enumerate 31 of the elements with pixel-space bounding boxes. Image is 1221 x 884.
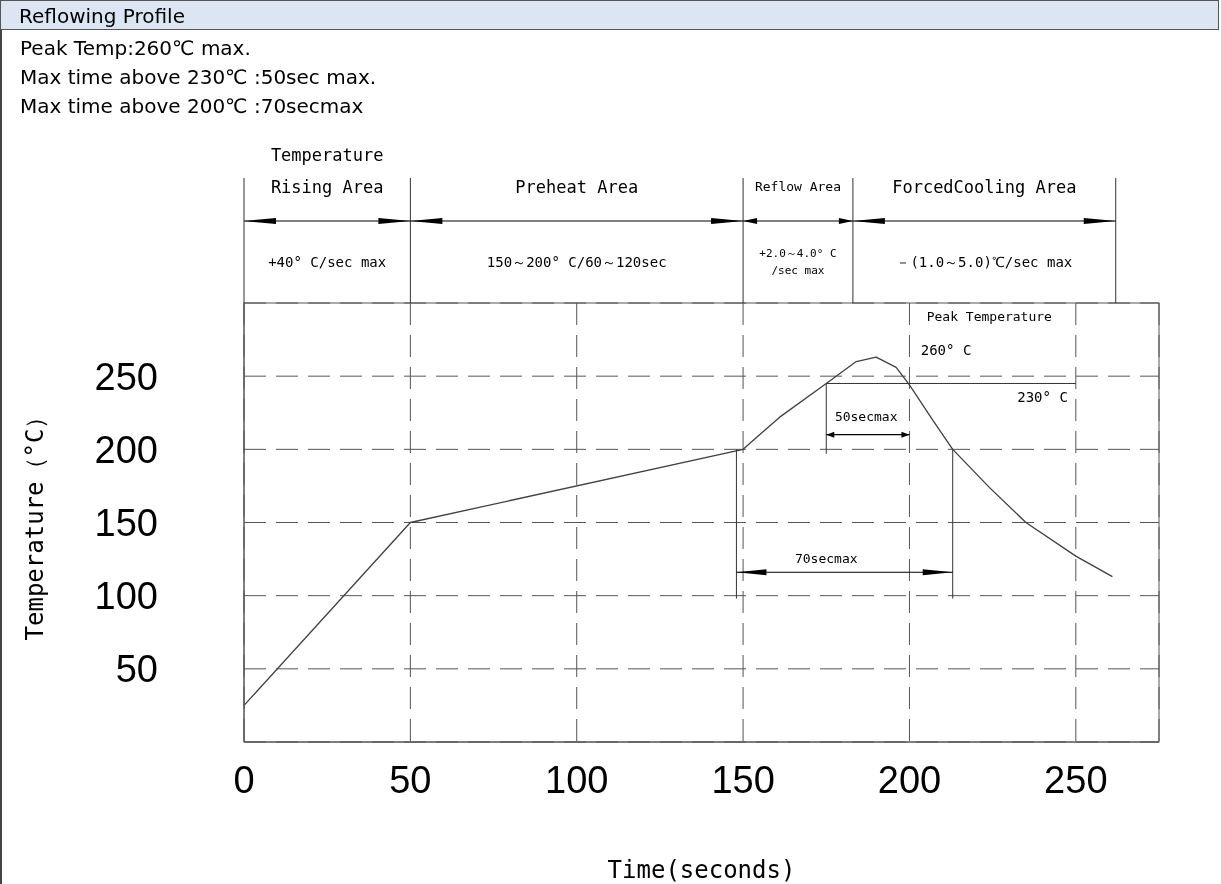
text: Reflow Area: [753, 178, 842, 196]
text: Temperature Rising Area: [269, 144, 385, 199]
line-series: [244, 356, 1114, 707]
x-tick-label: 250: [1044, 758, 1108, 801]
y-tick-label: 250: [94, 355, 158, 398]
y-tick-label: 50: [115, 648, 158, 691]
text: Max time above 230℃ :50sec max.: [20, 65, 377, 89]
annotation: 70secmax: [794, 550, 858, 566]
annotation: 260° C: [920, 342, 972, 359]
annotation: 50secmax: [834, 408, 898, 424]
x-tick-label: 0: [233, 758, 255, 801]
annotation: 230° C: [1017, 389, 1068, 406]
y-tick-label: 100: [94, 575, 158, 618]
text: 150～200° C/60～120sec: [485, 253, 668, 272]
annotation: Peak Temperature: [926, 309, 1053, 325]
x-tick-label: 150: [711, 758, 775, 801]
text: +2.0～4.0° C /sec max: [758, 246, 838, 279]
y-tick-label: 200: [94, 428, 158, 471]
text: Preheat Area: [514, 176, 640, 199]
y-tick-label: 150: [94, 501, 158, 544]
text: +40° C/sec max: [267, 253, 388, 272]
x-tick-label: 200: [877, 758, 942, 801]
x-tick-label: 50: [389, 758, 432, 801]
chart-title: Reflowing Profile: [0, 0, 1219, 30]
text: －(1.0～5.0)℃/sec max: [895, 253, 1074, 272]
text: Peak Temp:260℃ max.: [20, 36, 251, 60]
text: Max time above 200℃ :70secmax: [20, 94, 364, 118]
x-axis-title: Time(seconds): [607, 856, 796, 884]
x-tick-label: 100: [545, 758, 609, 801]
text: ForcedCooling Area: [891, 176, 1078, 199]
y-axis-title: Temperature（°C）: [20, 404, 49, 641]
